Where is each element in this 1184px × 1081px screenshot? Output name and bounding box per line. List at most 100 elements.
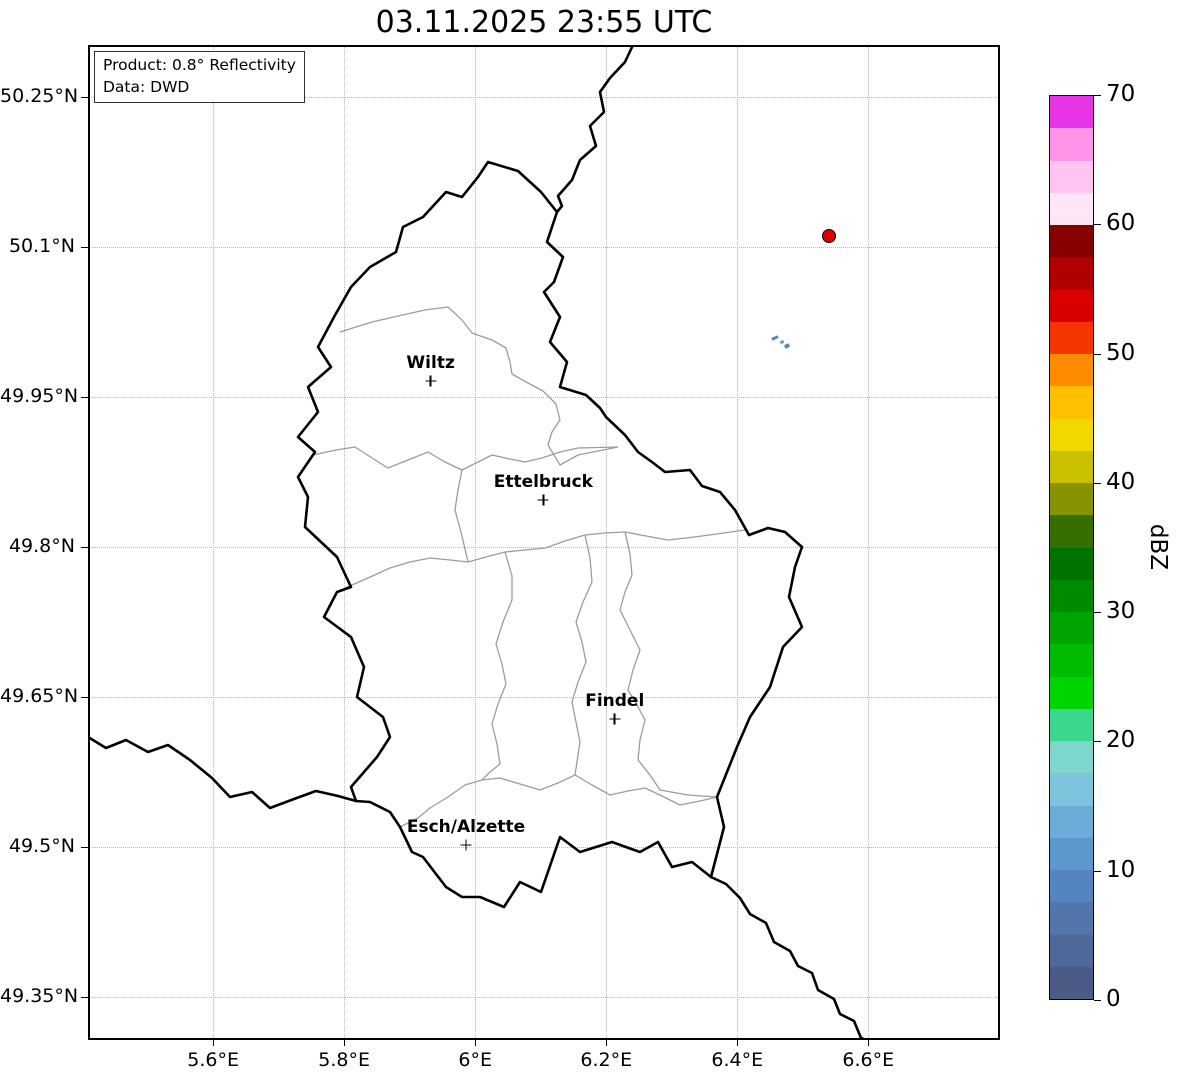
y-tick-label: 49.65°N: [0, 685, 79, 707]
x-tick-label: 6.2°E: [580, 1049, 633, 1071]
figure-title: 03.11.2025 23:55 UTC: [375, 5, 713, 40]
x-tick-label: 5.8°E: [318, 1049, 371, 1071]
belgium-germany-border: [555, 45, 635, 214]
colorbar-tick-mark: [1094, 870, 1101, 872]
colorbar-segment: [1050, 805, 1093, 838]
canton-border: [454, 469, 469, 563]
city-marker-wiltz: [425, 375, 437, 387]
colorbar-segment: [1050, 483, 1093, 516]
colorbar-segment: [1050, 386, 1093, 419]
colorbar-segment: [1050, 870, 1093, 903]
colorbar-segment: [1050, 612, 1093, 645]
x-tick-mark: [868, 1040, 870, 1046]
y-tick-label: 49.8°N: [8, 535, 75, 557]
colorbar-segment: [1050, 321, 1093, 354]
colorbar-tick-mark: [1094, 741, 1101, 743]
luxembourg-border: [296, 160, 804, 909]
colorbar-tick-mark: [1094, 224, 1101, 226]
colorbar-segment: [1050, 289, 1093, 322]
city-label-esch-alzette: Esch/Alzette: [406, 817, 526, 837]
colorbar-segment: [1050, 515, 1093, 548]
colorbar: [1049, 95, 1094, 1000]
colorbar-tick-label: 10: [1106, 856, 1136, 883]
colorbar-segment: [1050, 837, 1093, 870]
canton-border: [339, 306, 544, 392]
colorbar-segment: [1050, 418, 1093, 451]
gridline-vertical: [868, 45, 870, 1040]
gridline-horizontal: [88, 997, 1000, 998]
colorbar-segment: [1050, 644, 1093, 677]
colorbar-tick-mark: [1094, 95, 1101, 96]
city-marker-findel: [609, 713, 621, 725]
y-tick-mark: [81, 997, 88, 998]
map-borders-svg: [88, 45, 868, 1040]
x-tick-mark: [344, 1040, 346, 1046]
x-tick-mark: [475, 1040, 477, 1046]
colorbar-tick-mark: [1094, 482, 1101, 484]
x-tick-mark: [737, 1040, 739, 1046]
france-belgium-border: [88, 735, 358, 810]
radar-site-marker: [822, 229, 836, 243]
colorbar-segment: [1050, 128, 1093, 161]
canton-border: [542, 390, 619, 466]
colorbar-tick-label: 20: [1106, 727, 1136, 754]
x-tick-mark: [213, 1040, 215, 1046]
x-tick-label: 6.4°E: [711, 1049, 764, 1071]
canton-border: [399, 774, 718, 828]
y-tick-mark: [81, 397, 88, 398]
colorbar-tick-label: 70: [1106, 81, 1136, 107]
gridline-horizontal: [88, 247, 1000, 248]
gridline-vertical: [344, 45, 346, 1040]
colorbar-tick-label: 50: [1106, 339, 1136, 366]
colorbar-segment: [1050, 257, 1093, 290]
city-label-findel: Findel: [585, 691, 645, 711]
y-tick-label: 50.1°N: [8, 235, 75, 257]
gridline-vertical: [475, 45, 477, 1040]
y-tick-mark: [81, 547, 88, 548]
info-data-source-line: Data: DWD: [103, 77, 190, 96]
colorbar-segment: [1050, 192, 1093, 225]
canton-border: [344, 529, 746, 589]
colorbar-tick-label: 40: [1106, 468, 1136, 495]
info-product-line: Product: 0.8° Reflectivity: [103, 56, 296, 74]
x-tick-label: 6.6°E: [842, 1049, 895, 1071]
colorbar-tick-label: 0: [1106, 986, 1121, 1012]
y-tick-mark: [81, 247, 88, 248]
city-marker-ettelbruck: [537, 494, 549, 506]
y-tick-mark: [81, 847, 88, 848]
colorbar-tick-mark: [1094, 1000, 1101, 1001]
france-germany-border: [709, 875, 868, 1040]
gridline-vertical: [737, 45, 739, 1040]
colorbar-tick-label: 60: [1106, 210, 1136, 237]
colorbar-segment: [1050, 225, 1093, 258]
colorbar-segment: [1050, 547, 1093, 580]
colorbar-segment: [1050, 579, 1093, 612]
x-tick-label: 5.6°E: [187, 1049, 239, 1071]
gridline-vertical: [213, 45, 215, 1040]
colorbar-segment: [1050, 741, 1093, 774]
gridline-horizontal: [88, 847, 1000, 848]
gridline-vertical: [606, 45, 608, 1040]
gridline-horizontal: [88, 97, 1000, 98]
country-borders: [88, 45, 868, 1040]
colorbar-segment: [1050, 676, 1093, 709]
colorbar-segment: [1050, 354, 1093, 387]
city-label-wiltz: Wiltz: [406, 353, 455, 373]
colorbar-tick-label: 30: [1106, 598, 1136, 625]
y-tick-mark: [81, 97, 88, 98]
colorbar-segment: [1050, 902, 1093, 935]
city-label-ettelbruck: Ettelbruck: [493, 472, 593, 492]
y-tick-label: 49.35°N: [0, 985, 79, 1007]
colorbar-segment: [1050, 934, 1093, 967]
x-tick-label: 6°E: [458, 1049, 492, 1071]
colorbar-segment: [1050, 96, 1093, 129]
colorbar-segment: [1050, 966, 1093, 999]
y-tick-mark: [81, 697, 88, 698]
colorbar-tick-mark: [1094, 612, 1101, 614]
gridline-horizontal: [88, 397, 1000, 398]
gridline-horizontal: [88, 697, 1000, 698]
y-tick-label: 49.5°N: [8, 835, 75, 857]
